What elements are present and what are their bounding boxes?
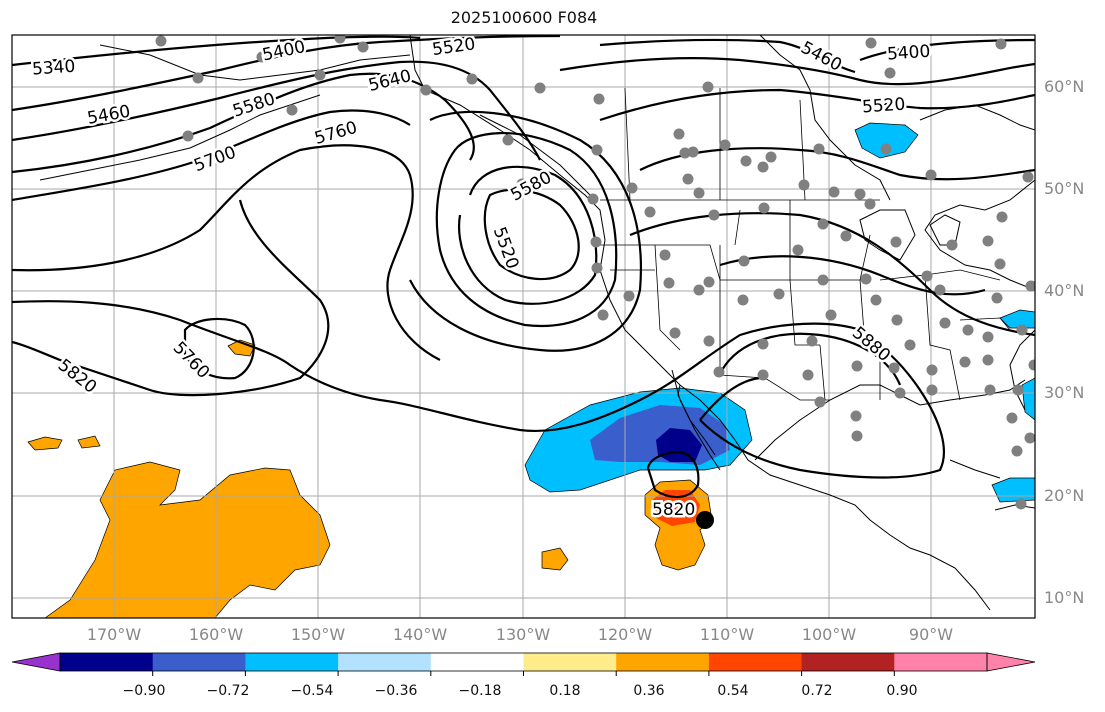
- colorbar-tick-label: 0.90: [886, 683, 918, 699]
- colorbar-extend-max: [986, 652, 1036, 672]
- negative-anomaly-region: [854, 122, 919, 159]
- lat-label: 40°N: [1044, 281, 1085, 300]
- colorbar-bin: [523, 653, 617, 671]
- lon-label: 120°W: [597, 625, 653, 644]
- colorbar-bin: [616, 653, 710, 671]
- lat-label: 20°N: [1044, 486, 1085, 505]
- colorbar-bin: [801, 653, 895, 671]
- colorbar-extend-min: [11, 652, 61, 672]
- positive-anomaly-region: [541, 547, 569, 571]
- colorbar-tick-label: 0.54: [717, 683, 749, 699]
- lon-label: 130°W: [495, 625, 551, 644]
- colorbar-tick-label: 0.36: [633, 683, 665, 699]
- map-title: 2025100600 F084: [450, 8, 598, 27]
- lon-label: 100°W: [801, 625, 857, 644]
- graticule: [12, 35, 1035, 618]
- colorbar-bin: [708, 653, 803, 671]
- lon-label: 140°W: [392, 625, 448, 644]
- contour-label: 5400: [886, 42, 931, 65]
- map-border: [11, 34, 1036, 619]
- colorbar-bin: [430, 653, 524, 671]
- lat-label: 30°N: [1044, 383, 1085, 402]
- colorbar-tick-label: −0.36: [374, 683, 418, 699]
- positive-anomaly-region: [77, 435, 101, 449]
- station-markers: [155, 35, 1035, 510]
- positive-anomaly-region: [44, 461, 331, 618]
- colorbar-bin: [894, 653, 988, 671]
- colorbar-tick-label: −0.90: [122, 683, 166, 699]
- colorbar-bin: [338, 653, 432, 671]
- lon-label: 150°W: [290, 625, 346, 644]
- colorbar-tick-label: −0.72: [206, 683, 250, 699]
- positive-anomaly-region: [652, 490, 700, 526]
- colorbar-bin: [60, 653, 154, 671]
- contour-label: 5820: [652, 500, 695, 520]
- colorbar-bin: [152, 653, 246, 671]
- negative-anomaly-region: [999, 309, 1035, 329]
- contour-label: 5340: [31, 57, 76, 80]
- height-contours: [12, 35, 1035, 498]
- storm-center-marker: [696, 511, 714, 529]
- colorbar-tick-label: −0.54: [290, 683, 334, 699]
- colorbar-tick-label: −0.18: [458, 683, 502, 699]
- positive-anomaly-region: [27, 436, 63, 451]
- lon-label: 90°W: [908, 625, 954, 644]
- lat-label: 10°N: [1044, 588, 1085, 607]
- colorbar-tick-label: 0.72: [801, 683, 833, 699]
- lon-label: 110°W: [699, 625, 755, 644]
- lon-label: 160°W: [188, 625, 244, 644]
- lon-label: 170°W: [86, 625, 142, 644]
- colorbar: [11, 652, 1036, 676]
- lat-label: 60°N: [1044, 77, 1085, 96]
- contour-label: 5520: [861, 95, 906, 118]
- colorbar-bin: [245, 653, 339, 671]
- lat-label: 50°N: [1044, 179, 1085, 198]
- colorbar-tick-label: 0.18: [549, 683, 581, 699]
